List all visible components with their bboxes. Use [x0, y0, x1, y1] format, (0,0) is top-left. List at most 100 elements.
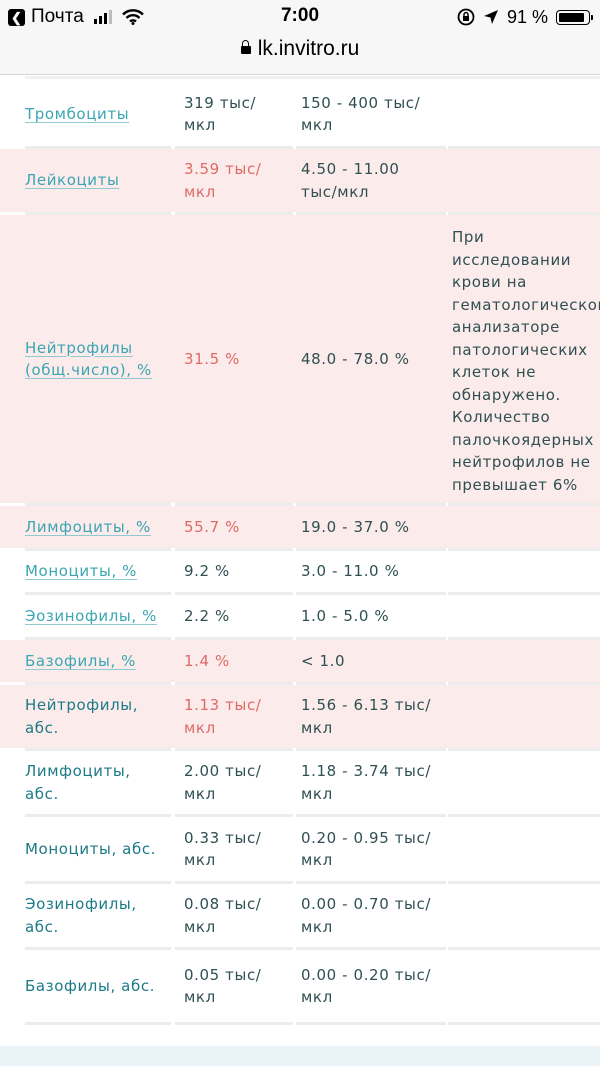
- test-value: 0.05 тыс/ мкл: [184, 965, 262, 1007]
- back-to-app-icon[interactable]: ❮: [8, 8, 25, 26]
- test-value: 319 тыс/ мкл: [184, 93, 257, 135]
- status-bar: ❮ Почта 7:00 91 % lk.invitro.ru: [0, 0, 600, 75]
- row-divider: [25, 947, 171, 950]
- footer-band: [0, 1046, 600, 1066]
- row-divider: [448, 146, 600, 149]
- row-divider: [175, 748, 293, 751]
- row-divider: [25, 212, 171, 215]
- status-right: 91 %: [457, 6, 593, 28]
- row-divider: [448, 548, 600, 551]
- row-divider: [448, 592, 600, 595]
- test-value: 55.7 %: [184, 517, 241, 536]
- status-time: 7:00: [280, 5, 320, 26]
- row-divider: [448, 637, 600, 640]
- row-divider: [175, 682, 293, 685]
- battery-icon: [556, 9, 593, 25]
- row-divider: [448, 503, 600, 506]
- test-value: 31.5 %: [184, 349, 241, 368]
- address-bar[interactable]: lk.invitro.ru: [0, 37, 600, 61]
- row-divider: [25, 592, 171, 595]
- row-divider: [175, 814, 293, 817]
- row-divider: [175, 637, 293, 640]
- row-divider: [448, 814, 600, 817]
- reference-range: 150 - 400 тыс/ мкл: [301, 93, 421, 135]
- row-divider: [25, 881, 171, 884]
- row-divider: [25, 146, 171, 149]
- reference-range: 48.0 - 78.0 %: [301, 349, 410, 368]
- row-divider: [296, 503, 446, 506]
- test-name-link: Эозинофилы, абс.: [25, 895, 137, 936]
- row-divider: [175, 1022, 293, 1025]
- row-divider: [296, 814, 446, 817]
- row-divider: [448, 748, 600, 751]
- reference-range: 0.00 - 0.20 тыс/ мкл: [301, 965, 431, 1007]
- orientation-lock-icon: [457, 8, 475, 26]
- reference-range: 1.0 - 5.0 %: [301, 606, 390, 625]
- back-app-label[interactable]: Почта: [31, 6, 84, 27]
- test-value: 0.33 тыс/ мкл: [184, 828, 262, 870]
- row-divider: [296, 146, 446, 149]
- row-divider: [175, 212, 293, 215]
- row-divider: [448, 212, 600, 215]
- row-divider: [296, 637, 446, 640]
- row-divider: [175, 592, 293, 595]
- url-text[interactable]: lk.invitro.ru: [257, 37, 360, 60]
- battery-fill: [559, 12, 585, 22]
- reference-range: 19.0 - 37.0 %: [301, 517, 410, 536]
- row-divider: [25, 503, 171, 506]
- table-row: [0, 640, 600, 682]
- row-divider: [296, 212, 446, 215]
- row-divider: [296, 592, 446, 595]
- test-name-link: Лимфоциты, абс.: [25, 762, 131, 803]
- row-divider: [175, 146, 293, 149]
- test-name-link: Базофилы, абс.: [25, 976, 156, 995]
- test-value: 2.00 тыс/ мкл: [184, 762, 262, 803]
- test-value: 9.2 %: [184, 562, 230, 581]
- table-row: [0, 149, 600, 212]
- row-divider: [25, 548, 171, 551]
- cellular-signal-icon: [93, 10, 112, 24]
- row-divider: [25, 637, 171, 640]
- lock-icon: [240, 40, 251, 54]
- test-name-link[interactable]: Лейкоциты: [25, 171, 120, 190]
- location-arrow-icon: [483, 10, 498, 24]
- reference-range: 0.00 - 0.70 тыс/ мкл: [301, 895, 431, 936]
- reference-range: 4.50 - 11.00 тыс/мкл: [301, 160, 400, 201]
- table-row: [0, 685, 600, 748]
- test-name-link[interactable]: Базофилы, %: [25, 651, 137, 670]
- reference-range: < 1.0: [301, 651, 346, 670]
- row-divider: [175, 947, 293, 950]
- test-value: 1.4 %: [184, 651, 230, 670]
- test-value: 1.13 тыс/ мкл: [184, 696, 262, 737]
- reference-range: 0.20 - 0.95 тыс/ мкл: [301, 828, 431, 870]
- test-name-link[interactable]: Тромбоциты: [25, 104, 130, 123]
- row-divider: [448, 947, 600, 950]
- row-divider: [296, 881, 446, 884]
- row-divider: [25, 1022, 171, 1025]
- table-row: [0, 506, 600, 548]
- reference-range: 3.0 - 11.0 %: [301, 562, 400, 581]
- test-comment: При исследовании крови на гематологическ…: [452, 228, 600, 494]
- row-divider: [296, 682, 446, 685]
- row-divider: [296, 748, 446, 751]
- test-name-link[interactable]: Эозинофилы, %: [25, 606, 157, 625]
- row-divider: [25, 814, 171, 817]
- test-value: 0.08 тыс/ мкл: [184, 895, 262, 936]
- row-divider: [448, 881, 600, 884]
- test-name-link: Моноциты, абс.: [25, 839, 157, 858]
- status-left: ❮ Почта: [8, 6, 144, 28]
- battery-percent: 91 %: [506, 6, 548, 27]
- reference-range: 1.56 - 6.13 тыс/ мкл: [301, 696, 431, 737]
- row-divider: [448, 1022, 600, 1025]
- row-divider: [175, 503, 293, 506]
- row-divider: [448, 682, 600, 685]
- row-divider: [25, 682, 171, 685]
- test-name-link[interactable]: Моноциты, %: [25, 562, 138, 581]
- row-divider: [25, 76, 600, 79]
- row-divider: [25, 748, 171, 751]
- row-divider: [175, 548, 293, 551]
- test-name-link[interactable]: Лимфоциты, %: [25, 517, 151, 536]
- test-name-link[interactable]: Нейтрофилы (общ.число), %: [25, 338, 152, 380]
- test-value: 2.2 %: [184, 606, 230, 625]
- row-divider: [296, 947, 446, 950]
